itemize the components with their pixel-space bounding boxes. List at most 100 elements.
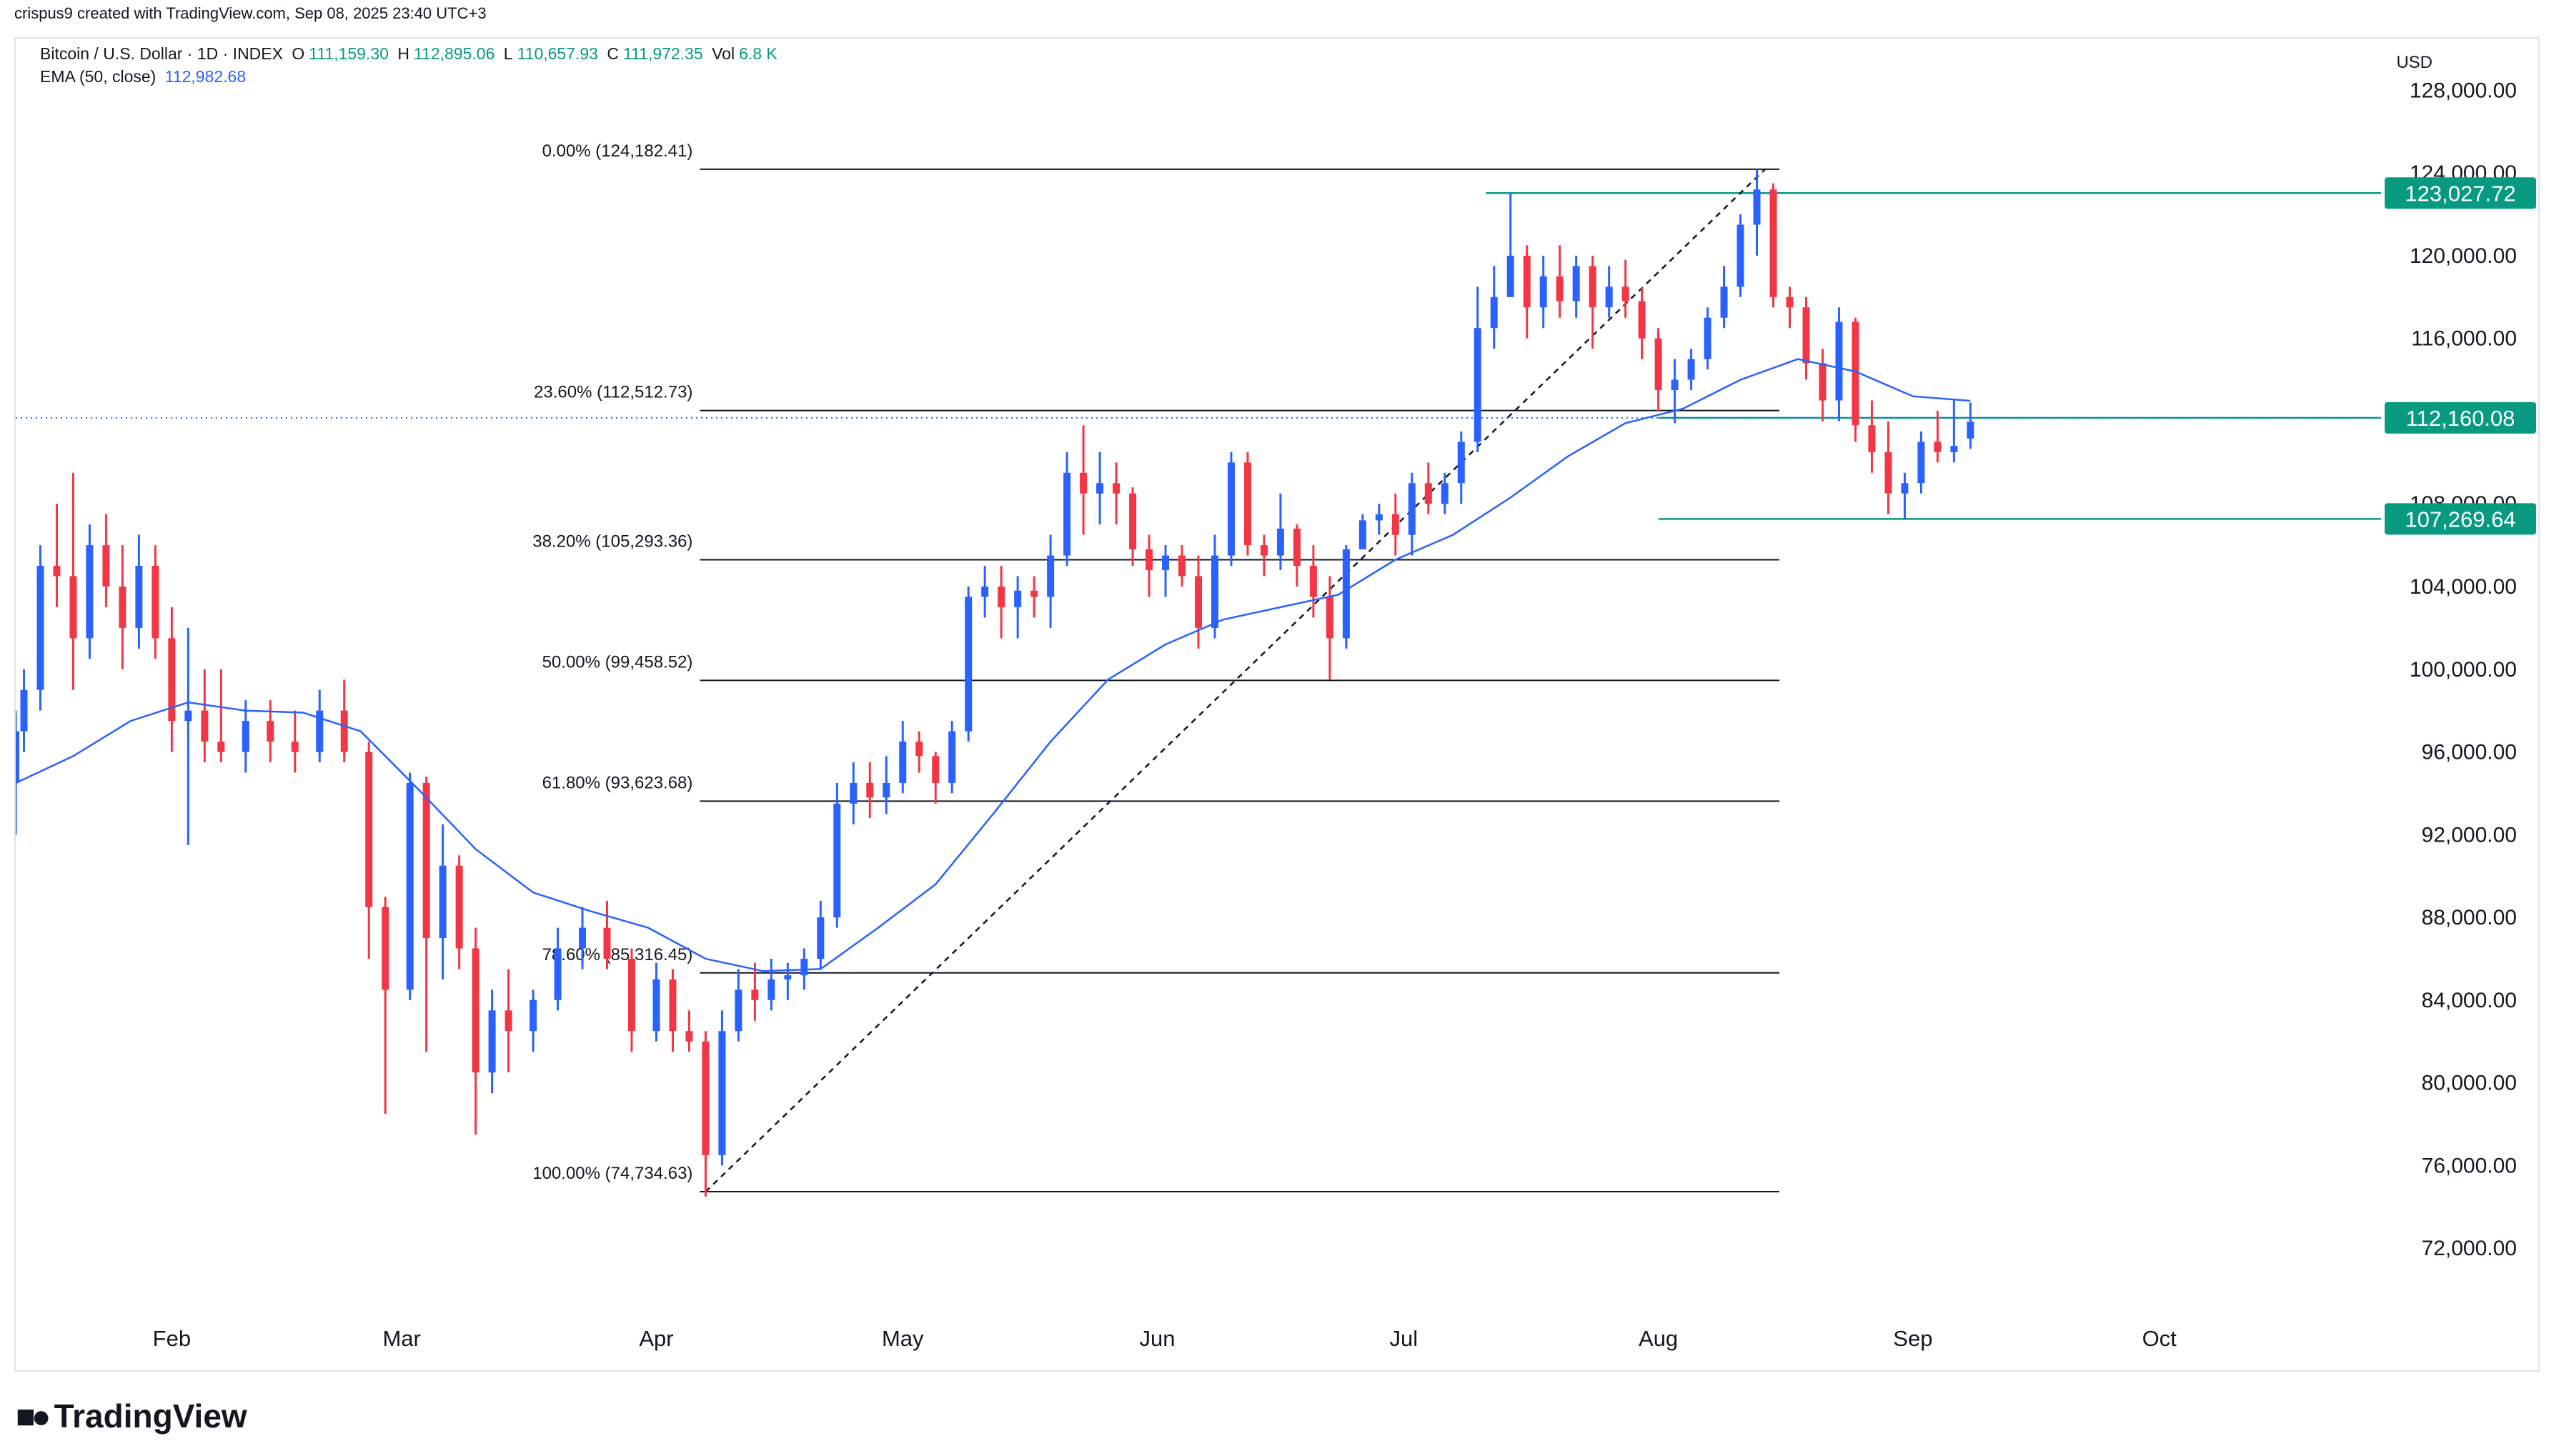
candle-body [406,782,414,990]
candle-body [1342,549,1350,639]
candle-body [422,782,430,939]
ema-legend[interactable]: EMA (50, close) 112,982.68 [40,67,250,86]
price-label-text: 107,269.64 [2405,507,2515,532]
time-tick-label: Jun [1140,1326,1176,1351]
candle-body [86,545,94,639]
price-label-box [2385,503,2536,535]
candle-body [1424,483,1432,504]
candlestick-series [16,169,1974,1197]
candle-body [1589,266,1596,308]
candle-body [669,979,677,1032]
ema-value: 112,982.68 [164,67,247,86]
open-value: 111,159.30 [309,44,389,63]
candle-body [1671,379,1679,391]
price-labels: 123,027.72 112,160.08 107,269.64 [2385,177,2536,535]
low-value: 110,657.93 [517,44,598,63]
trend-line[interactable] [705,168,1766,1192]
time-axis[interactable]: Feb Mar Apr May Jun Jul Aug Sep Oct [153,1326,2177,1351]
candle-body [291,742,299,752]
candle-body [767,979,775,1000]
candle-body [20,689,28,732]
price-chart[interactable]: 0.00% (124,182.41) 23.60% (112,512.73) 38.… [16,39,2538,1370]
price-axis[interactable]: 128,000.00124,000.00120,000.00116,000.00… [2410,79,2517,1260]
candle-body [1293,528,1301,567]
candle-body [365,752,373,907]
time-tick-label: Jul [1390,1326,1418,1351]
candle-body [455,865,463,949]
price-tick-label: 88,000.00 [2422,906,2517,929]
open-label: O [292,44,305,63]
chart-pane[interactable]: 0.00% (124,182.41) 23.60% (112,512.73) 38.… [14,37,2540,1372]
candle-body [1129,493,1137,549]
candle-body [817,917,825,959]
candle-body [1572,266,1580,301]
candle-body [652,979,660,1032]
fib-level-label: 0.00% (124,182.41) [542,141,693,161]
price-tick-label: 76,000.00 [2422,1154,2517,1177]
high-label: H [397,44,409,63]
price-label-box [2385,177,2536,209]
candle-body [1786,296,1794,308]
candle-body [151,566,159,639]
candle-body [1146,549,1153,570]
candle-body [1260,545,1268,556]
fib-retracement[interactable]: 0.00% (124,182.41) 23.60% (112,512.73) 38.… [532,141,1780,1193]
low-label: L [503,44,513,63]
time-tick-label: May [882,1326,924,1351]
candle-body [718,1031,726,1155]
candle-body [1490,296,1498,329]
candle-body [579,927,587,949]
candle-body [1556,276,1564,301]
candle-body [1802,307,1810,364]
fib-level-label: 23.60% (112,512.73) [534,383,692,402]
candle-body [1375,514,1383,521]
fib-level-label: 38.20% (105,293.36) [532,532,692,552]
candle-body [883,782,890,798]
candle-body [1047,555,1055,597]
trend-line-segment[interactable] [705,168,1766,1192]
price-tick-label: 116,000.00 [2411,327,2517,351]
candle-body [1621,286,1629,301]
price-label-text: 123,027.72 [2405,181,2515,206]
candle-body [217,742,225,752]
candle-body [382,907,389,990]
candle-body [1211,555,1218,628]
currency-label[interactable]: USD [2396,53,2433,72]
candle-body [735,989,742,1032]
volume-label: Vol [712,44,735,63]
candle-body [472,948,480,1073]
candle-body [1852,321,1859,426]
time-tick-label: Aug [1639,1326,1678,1351]
price-label-box [2385,402,2536,434]
candle-body [751,989,759,1000]
tradingview-logo-icon: ■● [16,1397,51,1435]
candle-body [1819,363,1827,401]
candle-body [135,566,143,628]
candle-body [1276,528,1284,556]
candle-body [1654,338,1662,391]
candle-body [1950,446,1958,452]
candle-body [965,597,973,732]
ema-line [16,358,1971,972]
candle-body [1884,452,1892,494]
fib-level-label: 50.00% (99,458.52) [542,652,693,672]
candle-body [1243,462,1251,546]
candle-body [702,1041,710,1155]
price-tick-label: 96,000.00 [2422,741,2517,764]
candle-body [1195,576,1202,628]
ema-label: EMA (50, close) [40,67,156,86]
candle-body [1457,442,1465,484]
candle-body [242,721,249,752]
tradingview-logo[interactable]: ■● TradingView [16,1397,247,1435]
price-tick-label: 128,000.00 [2410,79,2517,102]
time-tick-label: Feb [153,1326,191,1351]
candle-body [998,586,1005,607]
candle-body [184,710,192,722]
candle-body [899,742,907,783]
horizontal-levels[interactable] [16,192,2381,520]
candle-body [1014,590,1022,607]
fib-level-label: 100.00% (74,734.63) [532,1164,692,1183]
candle-body [1638,301,1646,339]
volume-value: 6.8 K [739,44,777,63]
fib-level-label: 78.60% (85,316.45) [542,945,693,964]
